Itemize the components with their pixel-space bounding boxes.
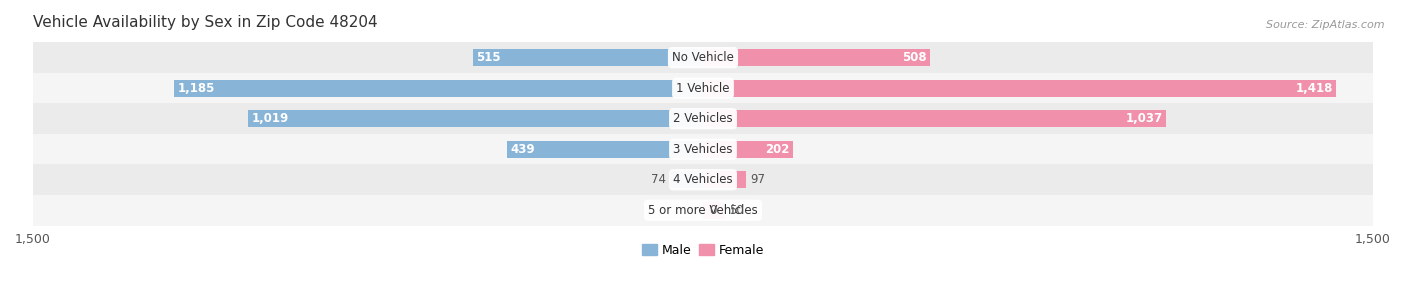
Text: 1 Vehicle: 1 Vehicle	[676, 82, 730, 95]
Text: 97: 97	[749, 173, 765, 186]
Text: 515: 515	[477, 51, 501, 64]
Bar	[703, 141, 793, 158]
Text: 3 Vehicles: 3 Vehicles	[673, 143, 733, 156]
Bar	[32, 103, 1374, 134]
Text: 74: 74	[651, 173, 666, 186]
Bar	[32, 73, 1374, 103]
Text: 1,019: 1,019	[252, 112, 288, 125]
Text: 0: 0	[710, 204, 717, 217]
Bar	[703, 80, 1337, 97]
Bar	[32, 43, 1374, 73]
Text: 5 or more Vehicles: 5 or more Vehicles	[648, 204, 758, 217]
Text: 439: 439	[510, 143, 536, 156]
Bar	[32, 165, 1374, 195]
Bar	[703, 110, 1166, 127]
Bar	[472, 49, 703, 66]
Text: 1,037: 1,037	[1126, 112, 1163, 125]
Bar	[703, 202, 725, 219]
Bar	[32, 134, 1374, 165]
Text: 50: 50	[728, 204, 744, 217]
Text: Source: ZipAtlas.com: Source: ZipAtlas.com	[1267, 20, 1385, 30]
Bar	[669, 171, 703, 188]
Bar	[247, 110, 703, 127]
Text: 2 Vehicles: 2 Vehicles	[673, 112, 733, 125]
Text: Vehicle Availability by Sex in Zip Code 48204: Vehicle Availability by Sex in Zip Code …	[32, 15, 378, 30]
Bar	[703, 49, 929, 66]
Text: 508: 508	[901, 51, 927, 64]
Bar	[32, 195, 1374, 226]
Text: 1,418: 1,418	[1295, 82, 1333, 95]
Text: 202: 202	[765, 143, 790, 156]
Text: No Vehicle: No Vehicle	[672, 51, 734, 64]
Bar	[174, 80, 703, 97]
Bar	[703, 171, 747, 188]
Bar	[508, 141, 703, 158]
Text: 1,185: 1,185	[177, 82, 215, 95]
Text: 4 Vehicles: 4 Vehicles	[673, 173, 733, 186]
Legend: Male, Female: Male, Female	[637, 239, 769, 262]
